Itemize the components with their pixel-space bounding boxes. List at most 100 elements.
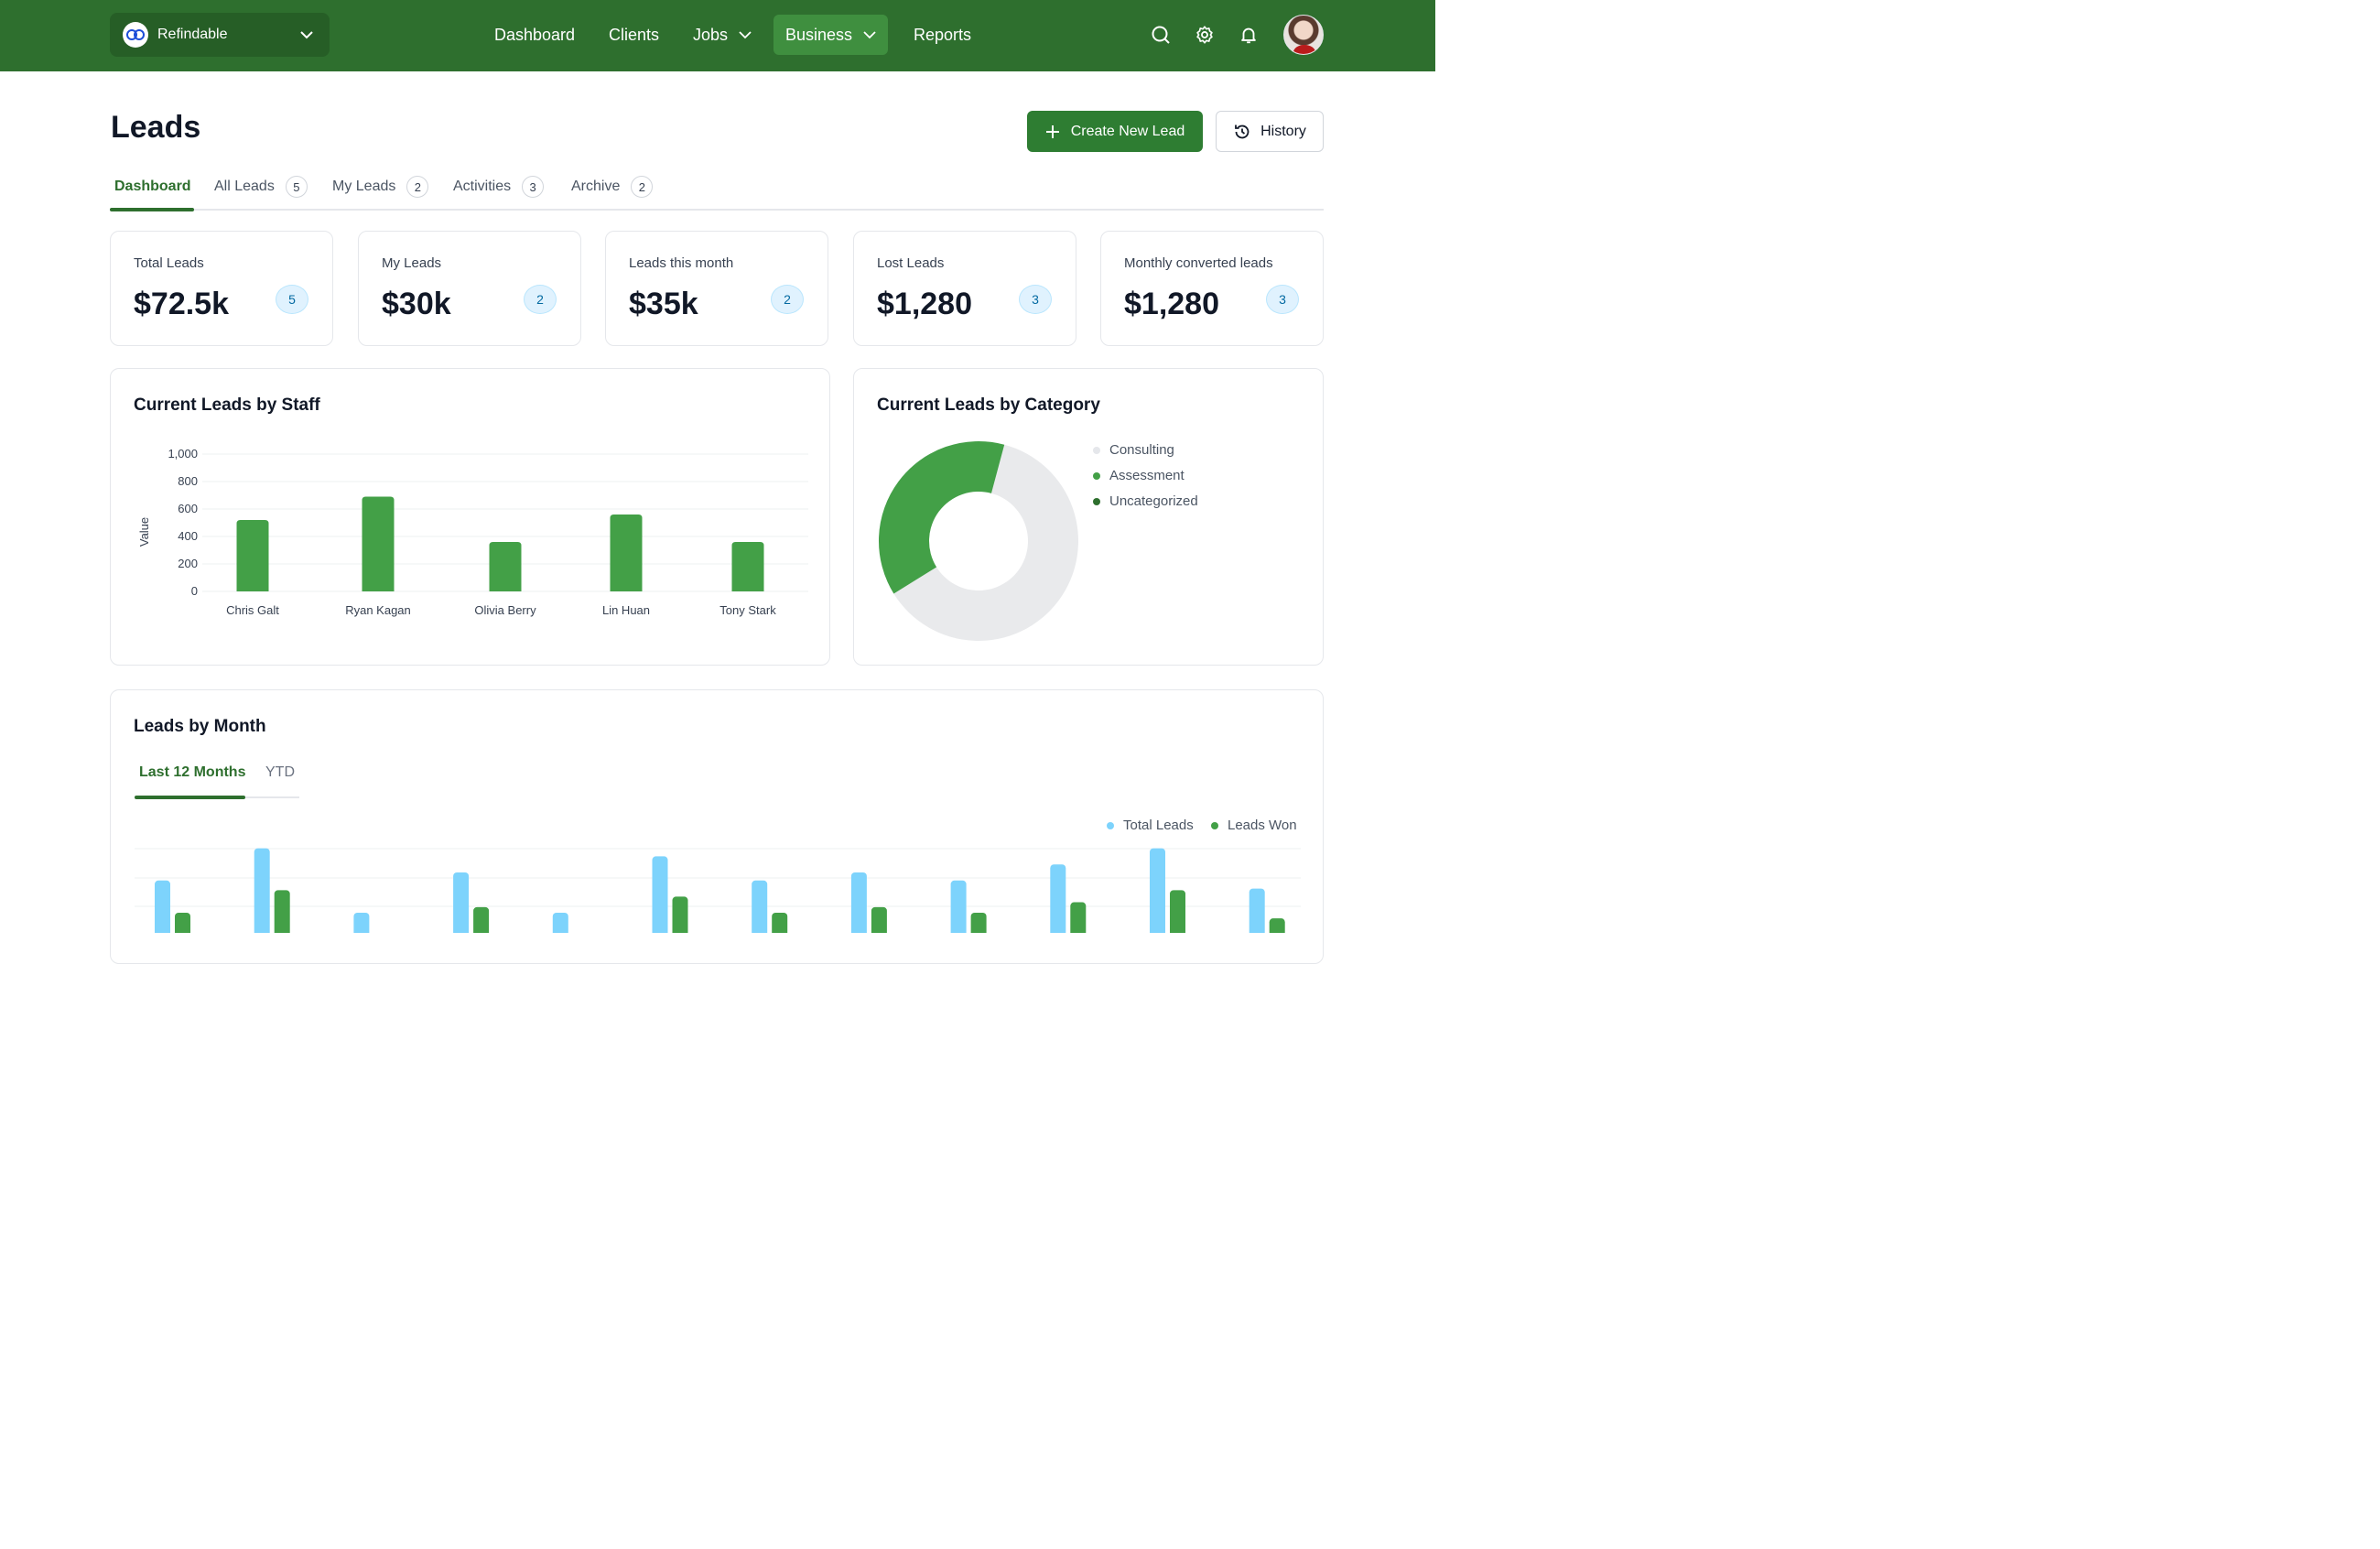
x-tick-label: Ryan Kagan xyxy=(345,603,411,617)
history-button[interactable]: History xyxy=(1216,111,1324,152)
tab-activities[interactable]: Activities 3 xyxy=(453,176,545,198)
stat-value: $1,280 xyxy=(877,287,972,321)
legend-item-uncategorized: Uncategorized xyxy=(1093,493,1198,509)
active-tab-indicator xyxy=(110,208,194,211)
x-tick-label: Tony Stark xyxy=(719,603,776,617)
bell-icon[interactable] xyxy=(1238,24,1260,46)
tab-label: Dashboard xyxy=(114,179,191,194)
bar[interactable] xyxy=(489,542,522,591)
y-tick-label: 800 xyxy=(178,474,198,488)
active-subtab-indicator xyxy=(135,796,245,799)
tab-archive[interactable]: Archive 2 xyxy=(571,176,654,198)
tab-count-badge: 5 xyxy=(285,176,308,198)
staff-bar-chart: 0 200 400 600 800 1,000 Value Chris Galt Ryan Ka… xyxy=(137,447,808,617)
category-chart-title: Current Leads by Category xyxy=(877,395,1100,415)
subtab-last-12-months[interactable]: Last 12 Months xyxy=(139,764,246,780)
bar-leads-won[interactable] xyxy=(274,890,290,933)
bar-total-leads[interactable] xyxy=(652,856,668,933)
history-icon xyxy=(1235,125,1250,138)
y-tick-label: 400 xyxy=(178,529,198,543)
gear-icon[interactable] xyxy=(1194,24,1216,46)
tab-all-leads[interactable]: All Leads 5 xyxy=(214,176,308,198)
bar-leads-won[interactable] xyxy=(175,913,190,933)
y-tick-label: 600 xyxy=(178,502,198,515)
top-navbar: Refindable Dashboard Clients Jobs Busine… xyxy=(0,0,1435,71)
bar-leads-won[interactable] xyxy=(1070,902,1087,933)
x-tick-label: Chris Galt xyxy=(226,603,279,617)
staff-chart-card: Current Leads by Staff 0 200 400 600 800 1,00… xyxy=(110,368,830,666)
bar-total-leads[interactable] xyxy=(850,872,867,933)
nav-reports[interactable]: Reports xyxy=(914,15,971,55)
category-chart-card: Current Leads by Category Consulting Ass… xyxy=(853,368,1324,666)
bar-leads-won[interactable] xyxy=(1269,918,1285,933)
donut-slice-assessment[interactable] xyxy=(878,440,1005,594)
staff-chart-title: Current Leads by Staff xyxy=(134,395,320,415)
bar[interactable] xyxy=(610,515,643,591)
bar-leads-won[interactable] xyxy=(772,913,788,933)
subtab-ytd[interactable]: YTD xyxy=(265,764,295,780)
bar[interactable] xyxy=(731,542,764,591)
bar-total-leads[interactable] xyxy=(552,913,568,933)
avatar[interactable] xyxy=(1283,15,1324,55)
stat-count-badge: 5 xyxy=(276,285,308,314)
org-switcher[interactable]: Refindable xyxy=(110,13,330,57)
bar-total-leads[interactable] xyxy=(752,880,768,933)
tab-dashboard[interactable]: Dashboard xyxy=(114,176,191,198)
tab-my-leads[interactable]: My Leads 2 xyxy=(332,176,429,198)
nav-jobs[interactable]: Jobs xyxy=(693,15,752,55)
stat-value: $35k xyxy=(629,287,698,321)
stat-card-leads-this-month: Leads this month $35k 2 xyxy=(605,231,828,346)
stat-card-my-leads: My Leads $30k 2 xyxy=(358,231,581,346)
bar[interactable] xyxy=(362,496,395,592)
legend-item-consulting: Consulting xyxy=(1093,442,1174,458)
nav-clients[interactable]: Clients xyxy=(609,15,659,55)
tab-label: Archive xyxy=(571,179,621,194)
nav-dashboard[interactable]: Dashboard xyxy=(494,15,575,55)
legend-label: Uncategorized xyxy=(1109,493,1198,509)
tab-count-badge: 2 xyxy=(406,176,429,198)
legend-label: Total Leads xyxy=(1123,818,1194,833)
bar-total-leads[interactable] xyxy=(353,913,370,933)
bar-total-leads[interactable] xyxy=(155,880,170,933)
org-name: Refindable xyxy=(157,27,228,42)
bar-leads-won[interactable] xyxy=(970,913,987,933)
nav-label: Jobs xyxy=(693,25,729,44)
y-tick-label: 0 xyxy=(191,584,198,598)
tab-label: All Leads xyxy=(214,179,275,194)
donut-slice-consulting[interactable] xyxy=(893,444,1078,641)
stat-value: $1,280 xyxy=(1124,287,1219,321)
nav-label: Business xyxy=(785,25,853,44)
stat-label: My Leads xyxy=(382,255,442,271)
bar-total-leads[interactable] xyxy=(453,872,470,933)
bar-leads-won[interactable] xyxy=(473,906,490,933)
x-tick-label: Olivia Berry xyxy=(474,603,536,617)
stat-label: Total Leads xyxy=(134,255,204,271)
nav-business[interactable]: Business xyxy=(774,15,889,55)
legend-dot xyxy=(1107,821,1114,829)
bar-total-leads[interactable] xyxy=(1249,888,1265,933)
legend-item-total-leads: Total Leads xyxy=(1107,818,1194,833)
legend-item-assessment: Assessment xyxy=(1093,468,1185,483)
bar-leads-won[interactable] xyxy=(871,906,887,933)
stat-count-badge: 3 xyxy=(1019,285,1052,314)
bar-total-leads[interactable] xyxy=(950,880,967,933)
create-new-lead-button[interactable]: Create New Lead xyxy=(1027,111,1203,152)
chevron-down-icon xyxy=(863,30,876,38)
history-label: History xyxy=(1260,123,1306,139)
search-icon[interactable] xyxy=(1150,24,1172,46)
bar-leads-won[interactable] xyxy=(672,896,688,933)
bar-leads-won[interactable] xyxy=(1170,890,1185,933)
y-axis-label: Value xyxy=(137,517,151,547)
tab-count-badge: 2 xyxy=(631,176,654,198)
org-logo-icon xyxy=(123,22,148,48)
tab-label: Activities xyxy=(453,179,512,194)
bar-total-leads[interactable] xyxy=(254,848,270,933)
bar-total-leads[interactable] xyxy=(1150,848,1165,933)
tab-label: My Leads xyxy=(332,179,396,194)
stat-count-badge: 3 xyxy=(1266,285,1299,314)
stat-label: Monthly converted leads xyxy=(1124,255,1273,271)
legend-label: Assessment xyxy=(1109,468,1185,483)
bar[interactable] xyxy=(236,520,269,591)
tab-count-badge: 3 xyxy=(522,176,545,198)
bar-total-leads[interactable] xyxy=(1050,864,1066,933)
